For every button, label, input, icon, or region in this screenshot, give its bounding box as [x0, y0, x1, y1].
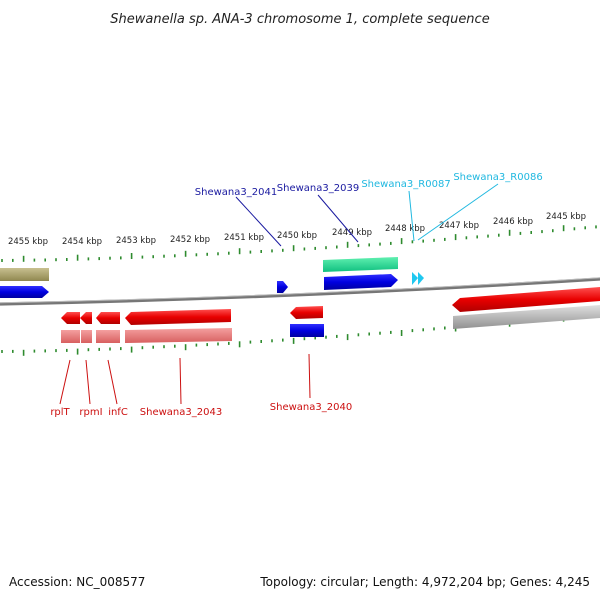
leader-line-shewana3-2041 — [235, 196, 282, 247]
scale-label: 2448 kbp — [385, 224, 425, 234]
gene-bar-rplt[interactable] — [61, 330, 80, 343]
gene-label-infc[interactable]: infC — [108, 407, 128, 418]
gene-label-shewana3-r0087[interactable]: Shewana3_R0087 — [361, 179, 450, 190]
scale-ticks-upper — [1, 225, 597, 262]
gene-bar-rpmi[interactable] — [81, 330, 92, 343]
scale-label: 2453 kbp — [116, 236, 156, 246]
olive-feature-bar[interactable] — [0, 268, 49, 281]
gene-label-shewana3-r0086[interactable]: Shewana3_R0086 — [453, 172, 542, 183]
leader-line-shewana3-2039 — [317, 194, 359, 243]
scale-label: 2452 kbp — [170, 235, 210, 245]
topology-text: Topology: circular; Length: 4,972,204 bp… — [259, 575, 590, 589]
gene-label-shewana3-2039[interactable]: Shewana3_2039 — [277, 183, 359, 194]
reverse-cds-right[interactable] — [452, 287, 600, 312]
rna-arrow-r0086[interactable] — [418, 272, 424, 285]
scale-label: 2454 kbp — [62, 237, 102, 247]
gene-label-shewana3-2040[interactable]: Shewana3_2040 — [270, 402, 352, 413]
leader-line-rplt — [59, 359, 71, 405]
reverse-cds-rpmi[interactable] — [80, 312, 92, 324]
gene-label-shewana3-2041[interactable]: Shewana3_2041 — [195, 187, 277, 198]
accession-text: Accession: NC_008577 — [9, 575, 145, 589]
gene-label-shewana3-2043[interactable]: Shewana3_2043 — [140, 407, 222, 418]
scale-label: 2449 kbp — [332, 228, 372, 238]
gene-bar-infc[interactable] — [96, 330, 120, 343]
forward-cds-small-arrow[interactable] — [277, 281, 288, 293]
gene-label-rpmi[interactable]: rpmI — [79, 407, 102, 418]
forward-cds-shewana3-2039[interactable] — [324, 274, 398, 290]
scale-label: 2450 kbp — [277, 231, 317, 241]
forward-blue-bar-2040[interactable] — [290, 324, 324, 337]
reverse-cds-infc[interactable] — [96, 312, 120, 324]
leader-line-shewana3-r0087 — [408, 190, 415, 242]
forward-cds-arrow-left[interactable] — [0, 286, 49, 298]
scale-label: 2445 kbp — [546, 212, 586, 222]
gene-bar-shewana3-2043[interactable] — [125, 328, 232, 343]
leader-line-rpmi — [85, 359, 91, 405]
scale-label: 2451 kbp — [224, 233, 264, 243]
gene-label-rplt[interactable]: rplT — [50, 407, 70, 418]
chromosome-backbone — [0, 277, 600, 306]
leader-line-shewana3-2040 — [308, 353, 311, 399]
map-title: Shewanella sp. ANA-3 chromosome 1, compl… — [110, 12, 489, 27]
grey-feature-right[interactable] — [453, 305, 600, 329]
scale-label: 2446 kbp — [493, 217, 533, 227]
reverse-cds-shewana3-2043[interactable] — [125, 309, 231, 325]
leader-line-infc — [107, 359, 118, 405]
chromosome-backbone-highlight — [0, 277, 600, 304]
reverse-cds-rplt[interactable] — [61, 312, 80, 324]
leader-line-shewana3-r0086 — [417, 183, 499, 241]
rna-arrow-r0087[interactable] — [412, 272, 418, 285]
scale-label: 2447 kbp — [439, 221, 479, 231]
leader-line-shewana3-2043 — [179, 357, 182, 405]
reverse-cds-shewana3-2040[interactable] — [290, 306, 323, 319]
misc-feature-green[interactable] — [323, 257, 398, 272]
scale-label: 2455 kbp — [8, 237, 48, 247]
